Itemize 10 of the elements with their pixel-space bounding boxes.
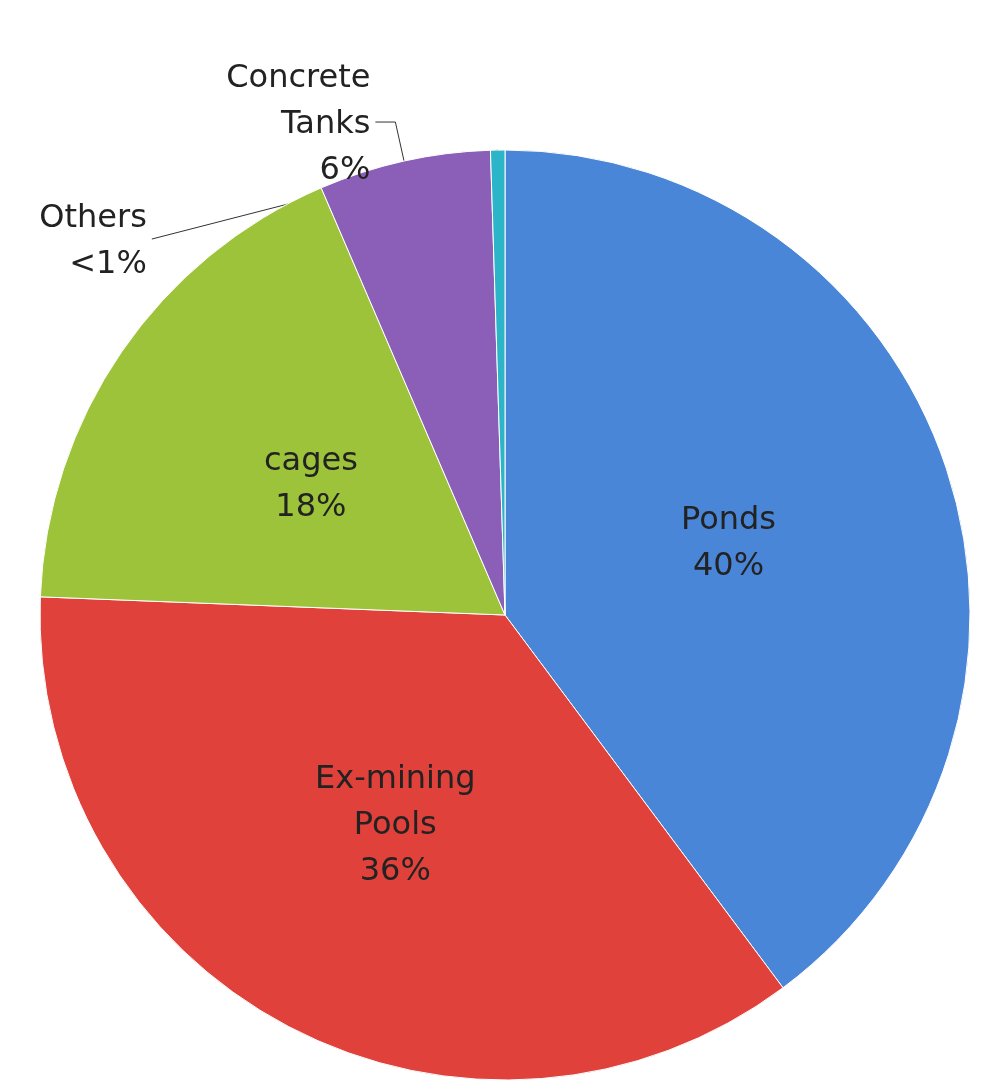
data-label: 6% xyxy=(319,149,371,188)
data-label: <1% xyxy=(69,243,147,282)
slice-label: Ponds xyxy=(681,498,777,537)
slice-label: Concrete Tanks xyxy=(226,57,371,142)
slice-label: cages xyxy=(263,439,358,478)
data-label: 18% xyxy=(275,485,347,524)
slice-label: Others xyxy=(39,197,147,236)
slice-label: Ex-mining Pools xyxy=(315,758,476,843)
data-label: 40% xyxy=(692,544,765,583)
data-label: 36% xyxy=(359,850,431,889)
